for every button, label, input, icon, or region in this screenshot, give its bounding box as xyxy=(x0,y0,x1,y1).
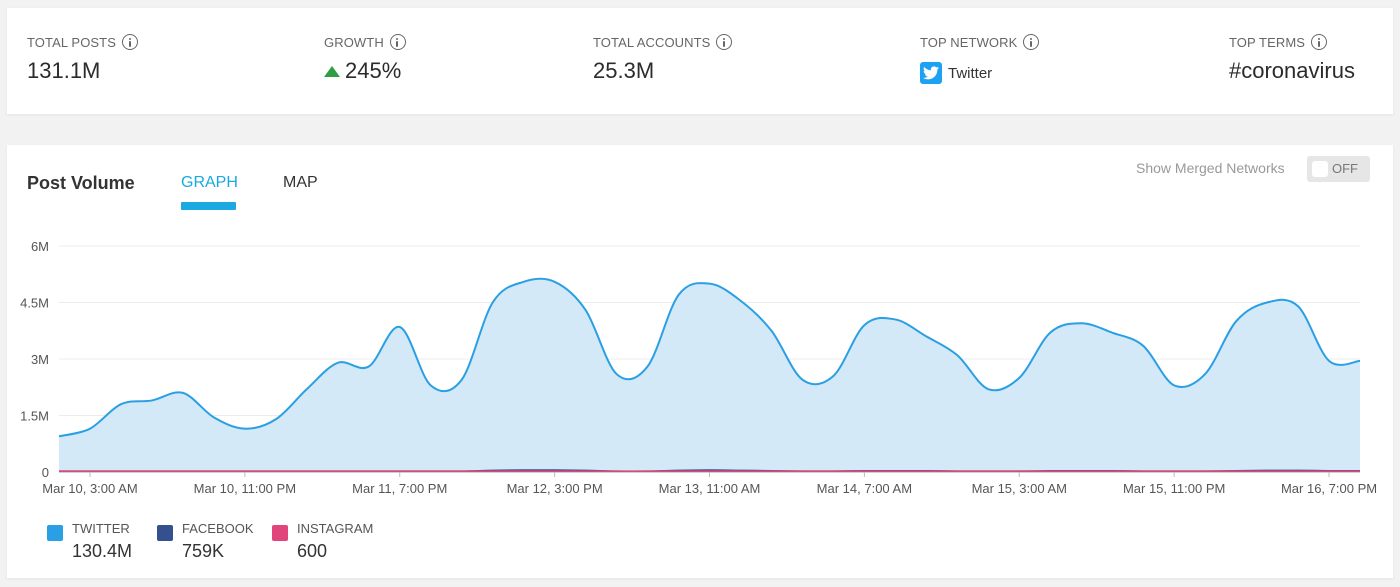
info-icon[interactable] xyxy=(122,34,138,50)
tab-graph[interactable]: GRAPH xyxy=(181,174,238,191)
x-tick-label: Mar 12, 3:00 PM xyxy=(507,481,603,496)
y-tick-label: 0 xyxy=(42,465,49,480)
x-tick-label: Mar 10, 3:00 AM xyxy=(42,481,137,496)
toggle-knob xyxy=(1312,161,1328,177)
growth-up-arrow-icon xyxy=(324,65,340,77)
merged-networks-label: Show Merged Networks xyxy=(1136,160,1285,176)
info-icon[interactable] xyxy=(1023,34,1040,50)
twitter-bird-icon xyxy=(920,62,942,84)
legend-swatch-instagram xyxy=(272,525,288,541)
panel-title: Post Volume xyxy=(27,173,135,193)
tab-map[interactable]: MAP xyxy=(283,174,318,191)
legend-name-instagram: INSTAGRAM xyxy=(297,521,374,536)
x-tick-label: Mar 10, 11:00 PM xyxy=(194,481,296,496)
legend-value-facebook: 759K xyxy=(182,541,225,561)
legend-swatch-twitter xyxy=(47,525,63,541)
stat-label-growth: GROWTH xyxy=(324,34,384,50)
info-icon[interactable] xyxy=(389,34,406,50)
summary-stats-card: TOTAL POSTS 131.1M GROWTH 245% TOTAL ACC… xyxy=(7,8,1393,114)
info-icon[interactable] xyxy=(716,34,733,50)
x-tick-label: Mar 15, 3:00 AM xyxy=(972,481,1067,496)
stat-value-growth: 245% xyxy=(345,58,402,83)
stat-value-total-posts: 131.1M xyxy=(27,58,101,83)
stat-label-top-network: TOP NETWORK xyxy=(920,34,1018,50)
legend-value-instagram: 600 xyxy=(297,541,328,561)
stat-value-top-network: Twitter xyxy=(948,64,993,82)
post-volume-card: Post Volume GRAPH MAP Show Merged Networ… xyxy=(7,145,1393,578)
legend-swatch-facebook xyxy=(157,525,173,541)
y-tick-label: 3M xyxy=(31,352,49,367)
info-icon[interactable] xyxy=(1311,34,1328,50)
x-tick-label: Mar 16, 7:00 PM xyxy=(1281,481,1377,496)
active-tab-indicator xyxy=(181,202,236,210)
y-tick-label: 1.5M xyxy=(20,409,49,424)
legend-name-twitter: TWITTER xyxy=(72,521,130,536)
x-tick-label: Mar 11, 7:00 PM xyxy=(352,481,447,496)
toggle-state-label: OFF xyxy=(1332,161,1358,176)
y-tick-label: 6M xyxy=(31,239,49,254)
x-tick-label: Mar 13, 11:00 AM xyxy=(659,481,761,496)
x-tick-label: Mar 14, 7:00 AM xyxy=(817,481,912,496)
stat-value-total-accounts: 25.3M xyxy=(593,58,655,83)
stat-label-total-accounts: TOTAL ACCOUNTS xyxy=(593,34,711,50)
merged-networks-toggle[interactable]: OFF xyxy=(1307,156,1370,182)
stat-label-top-terms: TOP TERMS xyxy=(1229,34,1306,50)
series-area-twitter xyxy=(59,278,1360,472)
series-line-twitter xyxy=(58,277,1361,438)
stat-label-total-posts: TOTAL POSTS xyxy=(27,34,116,50)
y-tick-label: 4.5M xyxy=(20,296,49,311)
legend-value-twitter: 130.4M xyxy=(72,541,133,561)
x-tick-label: Mar 15, 11:00 PM xyxy=(1123,481,1225,496)
stat-value-top-terms: #coronavirus xyxy=(1229,58,1355,83)
legend-name-facebook: FACEBOOK xyxy=(182,521,254,536)
post-volume-chart[interactable]: 0 1.5M 3M 4.5M 6M Mar 10, 3:00 AM Mar 10, 11:0… xyxy=(7,145,1393,515)
